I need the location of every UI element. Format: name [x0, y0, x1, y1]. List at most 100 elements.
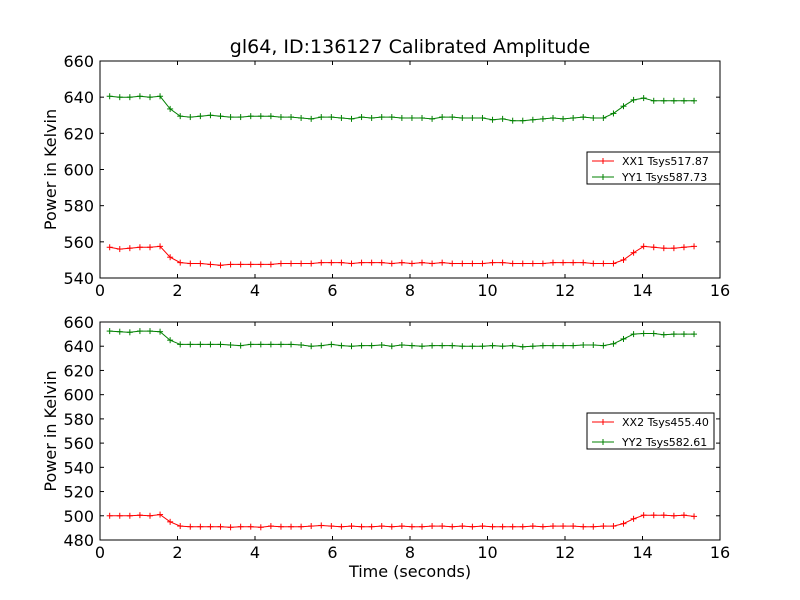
- data-point: [560, 342, 567, 349]
- data-point: [358, 342, 365, 349]
- data-point: [630, 96, 637, 103]
- data-point: [277, 341, 284, 348]
- data-point: [660, 512, 667, 519]
- data-point: [338, 342, 345, 349]
- data-point: [439, 523, 446, 530]
- data-point: [419, 343, 426, 350]
- data-point: [338, 114, 345, 121]
- data-point: [620, 520, 627, 527]
- data-point: [570, 114, 577, 121]
- data-point: [318, 259, 325, 266]
- data-point: [227, 524, 234, 531]
- data-point: [187, 341, 194, 348]
- y-tick-label: 560: [63, 233, 94, 252]
- data-point: [439, 259, 446, 266]
- data-point: [398, 342, 405, 349]
- data-point: [590, 342, 597, 349]
- y-tick-label: 600: [63, 386, 94, 405]
- data-point: [146, 328, 153, 335]
- data-point: [277, 260, 284, 267]
- data-point: [570, 523, 577, 530]
- data-point: [600, 260, 607, 267]
- data-point: [197, 523, 204, 530]
- data-point: [348, 115, 355, 122]
- data-point: [519, 523, 526, 530]
- data-point: [167, 254, 174, 261]
- data-point: [469, 523, 476, 530]
- y-axis-title: Power in Kelvin: [41, 109, 60, 230]
- data-point: [529, 260, 536, 267]
- data-point: [257, 261, 264, 268]
- data-point: [670, 512, 677, 519]
- legend-item: XX1 Tsys517.87: [592, 155, 709, 168]
- data-point: [247, 261, 254, 268]
- data-point: [368, 342, 375, 349]
- data-point: [660, 97, 667, 104]
- data-point: [257, 341, 264, 348]
- data-point: [318, 342, 325, 349]
- data-point: [539, 523, 546, 530]
- data-point: [549, 259, 556, 266]
- data-point: [499, 259, 506, 266]
- data-point: [237, 342, 244, 349]
- data-point: [318, 114, 325, 121]
- data-point: [136, 244, 143, 251]
- data-point: [227, 261, 234, 268]
- data-point: [479, 114, 486, 121]
- data-point: [136, 328, 143, 335]
- data-point: [429, 342, 436, 349]
- data-point: [308, 115, 315, 122]
- lower-plot: 0 2 4 6 8 10 12 14 16 480 500 520 540 560 580 600 620 640…: [41, 313, 730, 581]
- data-point: [338, 523, 345, 530]
- x-tick-label: 16: [710, 543, 730, 562]
- data-point: [449, 114, 456, 121]
- legend-label: YY2 Tsys582.61: [621, 436, 707, 449]
- data-point: [499, 115, 506, 122]
- data-point: [227, 342, 234, 349]
- data-point: [257, 113, 264, 120]
- legend-item: XX2 Tsys455.40: [592, 416, 709, 429]
- data-point: [439, 342, 446, 349]
- data-point: [509, 260, 516, 267]
- data-point: [288, 114, 295, 121]
- series-yy2-tsys582-61: [106, 328, 698, 350]
- data-point: [237, 261, 244, 268]
- data-point: [167, 518, 174, 525]
- y-tick-label: 560: [63, 434, 94, 453]
- data-point: [630, 515, 637, 522]
- data-point: [419, 114, 426, 121]
- legend-label: XX1 Tsys517.87: [622, 155, 709, 168]
- y-tick-label: 640: [63, 88, 94, 107]
- data-point: [388, 114, 395, 121]
- data-point: [560, 115, 567, 122]
- data-point: [549, 342, 556, 349]
- data-point: [388, 523, 395, 530]
- data-point: [539, 342, 546, 349]
- data-point: [277, 114, 284, 121]
- data-point: [328, 341, 335, 348]
- data-point: [449, 342, 456, 349]
- data-point: [600, 114, 607, 121]
- data-point: [509, 523, 516, 530]
- data-point: [429, 260, 436, 267]
- data-point: [388, 260, 395, 267]
- data-point: [358, 523, 365, 530]
- data-point: [247, 341, 254, 348]
- data-point: [197, 341, 204, 348]
- x-tick-label: 14: [632, 281, 652, 300]
- data-point: [207, 112, 214, 119]
- data-point: [590, 260, 597, 267]
- data-point: [106, 328, 113, 335]
- data-point: [670, 331, 677, 338]
- series-xx1-tsys517-87: [106, 243, 698, 269]
- legend-box: [586, 151, 721, 185]
- data-point: [469, 114, 476, 121]
- data-point: [419, 259, 426, 266]
- data-point: [378, 114, 385, 121]
- data-point: [580, 523, 587, 530]
- data-point: [167, 337, 174, 344]
- data-point: [368, 114, 375, 121]
- data-point: [368, 523, 375, 530]
- data-point: [560, 259, 567, 266]
